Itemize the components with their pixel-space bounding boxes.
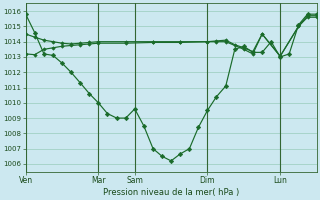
X-axis label: Pression niveau de la mer( hPa ): Pression niveau de la mer( hPa ) (103, 188, 239, 197)
